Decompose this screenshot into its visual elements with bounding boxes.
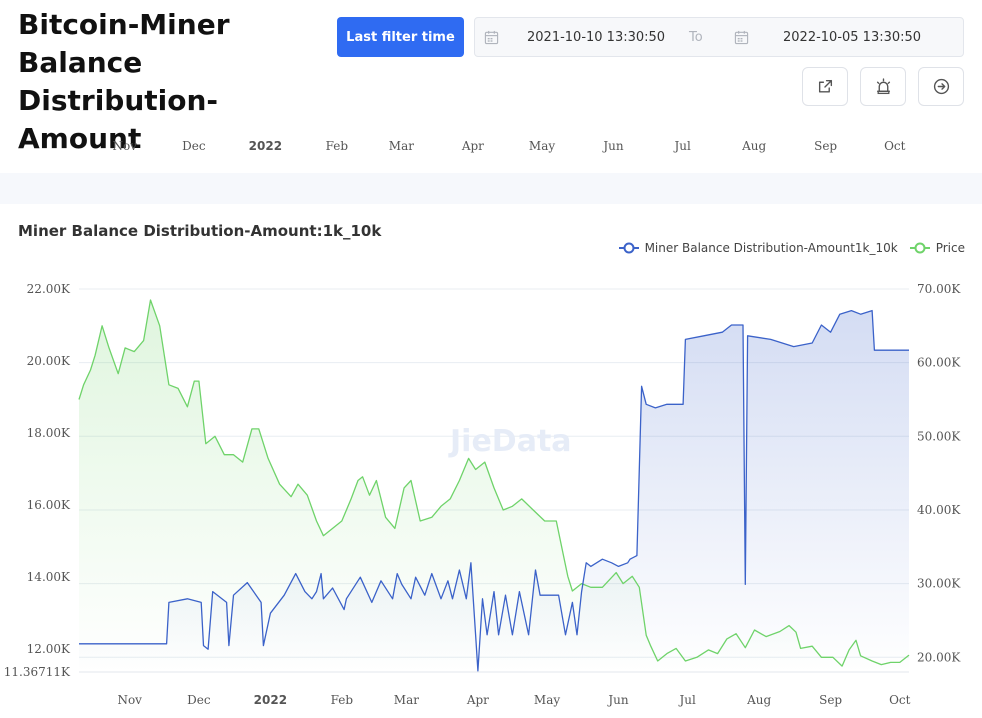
chart-legend: Miner Balance Distribution-Amount1k_10k …	[607, 241, 965, 255]
page-title: Bitcoin-Miner Balance Distribution-Amoun…	[18, 8, 230, 155]
timeline-label: 2022	[249, 139, 282, 153]
y-left-tick-label: 14.00K	[27, 570, 71, 584]
share-button[interactable]	[802, 67, 848, 106]
timeline-label: Dec	[182, 139, 206, 153]
timeline-label: Nov	[112, 139, 137, 153]
x-tick-label: Oct	[889, 693, 911, 707]
y-right-tick-label: 30.00K	[917, 577, 961, 591]
calendar-icon	[484, 30, 499, 45]
series-area-miner	[79, 310, 909, 672]
timeline-slider-track[interactable]	[0, 173, 982, 204]
y-left-tick-label: 22.00K	[27, 282, 71, 296]
timeline-label: Jul	[672, 139, 691, 153]
legend-label-price: Price	[935, 241, 965, 255]
x-tick-label: Mar	[394, 693, 419, 707]
y-left-tick-label: 18.00K	[27, 426, 71, 440]
timeline-label: Apr	[461, 139, 484, 153]
y-axis-left: 22.00K 20.00K 18.00K 16.00K 14.00K 12.00K 11.3…	[4, 282, 71, 679]
calendar-icon	[734, 30, 749, 45]
x-axis: Nov Dec 2022 Feb Mar Apr May Jun Jul Aug Sep Oct	[117, 693, 910, 707]
x-tick-label: May	[534, 693, 560, 707]
date-range-picker[interactable]: 2021-10-10 13:30:50 To 2022-10-05 13:30:…	[474, 17, 964, 57]
y-left-tick-label: 12.00K	[27, 642, 71, 656]
series-line-miner[interactable]	[79, 309, 909, 672]
arrow-right-circle-icon	[933, 78, 949, 95]
y-left-tick-label: 11.36711K	[4, 665, 71, 679]
legend-marker-miner	[618, 242, 639, 254]
legend-marker-price	[909, 242, 930, 254]
y-right-tick-label: 70.00K	[917, 282, 961, 296]
x-tick-label: Aug	[746, 693, 771, 707]
timeline-label: Aug	[741, 139, 766, 153]
timeline-label: Oct	[884, 139, 906, 153]
timeline-label: Mar	[389, 139, 414, 153]
y-right-tick-label: 50.00K	[917, 429, 961, 443]
timeline-label: May	[529, 139, 555, 153]
x-tick-label: Sep	[819, 693, 842, 707]
external-link-icon	[818, 79, 832, 93]
x-tick-label: Jun	[606, 693, 629, 707]
legend-label-miner: Miner Balance Distribution-Amount1k_10k	[644, 241, 898, 255]
timeline-axis: Nov Dec 2022 Feb Mar Apr May Jun Jul Aug Sep Oct	[112, 139, 905, 153]
series-area-price	[79, 300, 909, 672]
alert-button[interactable]	[860, 67, 906, 106]
y-right-tick-label: 40.00K	[917, 503, 961, 517]
y-left-tick-label: 16.00K	[27, 498, 71, 512]
last-filter-time-button[interactable]: Last filter time	[337, 17, 464, 57]
y-right-tick-label: 60.00K	[917, 356, 961, 370]
timeline-label: Sep	[814, 139, 837, 153]
timeline-label: Jun	[601, 139, 624, 153]
y-axis-right: 70.00K 60.00K 50.00K 40.00K 30.00K 20.00K	[917, 282, 961, 664]
watermark-text: JieData	[448, 424, 572, 459]
end-date-input[interactable]: 2022-10-05 13:30:50	[783, 30, 922, 45]
x-tick-label: Jul	[677, 693, 696, 707]
next-button[interactable]	[918, 67, 964, 106]
x-tick-label: Feb	[331, 693, 354, 707]
x-tick-label: Nov	[117, 693, 142, 707]
y-left-tick-label: 20.00K	[27, 354, 71, 368]
alarm-icon	[876, 78, 890, 95]
legend-item-price[interactable]: Price	[909, 241, 965, 255]
y-right-tick-label: 20.00K	[917, 650, 961, 664]
chart-title: Miner Balance Distribution-Amount:1k_10k	[18, 222, 382, 240]
x-tick-label: Dec	[187, 693, 211, 707]
timeline-label: Feb	[326, 139, 349, 153]
x-tick-label: 2022	[254, 693, 287, 707]
series-line-price[interactable]	[78, 299, 910, 667]
x-tick-label: Apr	[466, 693, 489, 707]
date-range-separator: To	[689, 30, 703, 45]
legend-item-miner[interactable]: Miner Balance Distribution-Amount1k_10k	[618, 241, 898, 255]
start-date-input[interactable]: 2021-10-10 13:30:50	[527, 30, 666, 45]
